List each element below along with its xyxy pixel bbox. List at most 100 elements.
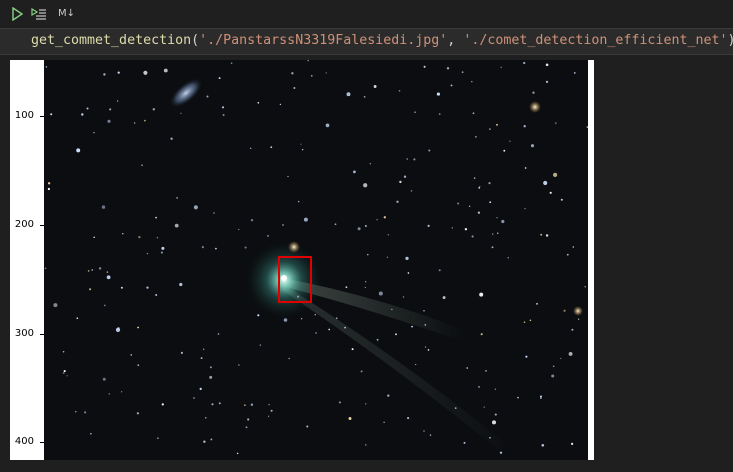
star: [551, 374, 555, 378]
star: [525, 355, 528, 358]
star: [161, 246, 165, 250]
run-below-button[interactable]: [31, 6, 47, 22]
star: [428, 149, 431, 152]
star: [523, 125, 526, 128]
cell-type-toggle[interactable]: M↓: [58, 8, 76, 19]
star: [50, 113, 53, 116]
star: [146, 252, 149, 255]
star: [107, 119, 111, 123]
star: [489, 201, 492, 204]
star: [473, 177, 476, 179]
star: [491, 246, 494, 249]
star: [491, 420, 497, 425]
code-cell-input[interactable]: get_commet_detection('./PanstarssN3319Fa…: [0, 28, 733, 55]
star: [570, 442, 574, 446]
star: [325, 72, 327, 74]
star: [213, 212, 215, 214]
star: [201, 246, 204, 249]
star: [244, 246, 247, 249]
star: [138, 235, 141, 239]
detection-image: [44, 60, 588, 460]
star: [53, 303, 58, 308]
star: [210, 438, 213, 441]
star: [152, 108, 155, 111]
star: [257, 314, 260, 317]
cell-toolbar: M↓: [0, 0, 733, 28]
star: [47, 187, 50, 191]
star: [328, 328, 331, 331]
y-tick-mark: [40, 225, 44, 226]
star: [413, 158, 416, 161]
y-tick-400: 400: [10, 436, 44, 454]
star: [351, 348, 354, 351]
star: [353, 170, 356, 174]
star: [211, 403, 214, 406]
star: [364, 225, 367, 227]
star: [348, 417, 352, 420]
star: [288, 357, 290, 360]
star: [108, 393, 111, 395]
star: [407, 272, 410, 274]
star: [402, 296, 405, 298]
star: [117, 71, 120, 74]
star: [144, 119, 146, 122]
star: [44, 267, 47, 270]
star: [245, 426, 248, 429]
star: [424, 346, 427, 348]
star: [203, 348, 205, 350]
star: [501, 219, 505, 224]
star: [335, 317, 338, 320]
star: [133, 122, 136, 124]
star: [584, 286, 586, 288]
star: [438, 113, 441, 115]
star: [141, 164, 143, 167]
star: [45, 66, 48, 68]
star: [174, 223, 179, 228]
run-cell-button[interactable]: [9, 6, 25, 22]
star: [479, 292, 484, 297]
star: [376, 338, 379, 341]
star: [155, 294, 158, 296]
star: [383, 216, 386, 219]
star: [369, 163, 371, 165]
star: [259, 344, 262, 346]
star: [218, 77, 221, 80]
star: [398, 89, 401, 92]
arg-separator: ,: [447, 33, 464, 48]
star: [496, 123, 498, 126]
y-tick-label: 400: [14, 436, 34, 447]
star: [468, 205, 471, 207]
star: [357, 227, 361, 231]
star: [577, 318, 580, 320]
star: [545, 234, 549, 237]
star: [230, 62, 233, 65]
detection-box: [278, 256, 312, 303]
star: [76, 148, 81, 153]
star: [109, 108, 112, 111]
star: [396, 200, 399, 203]
star: [552, 365, 555, 368]
y-tick-100: 100: [10, 110, 44, 128]
star: [471, 80, 473, 83]
star: [287, 175, 289, 178]
star: [496, 216, 498, 219]
star: [250, 403, 254, 406]
star: [293, 87, 296, 89]
star: [405, 256, 409, 261]
star: [217, 333, 220, 335]
star: [209, 366, 212, 369]
star: [363, 96, 366, 98]
y-tick-label: 200: [14, 219, 34, 230]
star: [300, 143, 302, 145]
star: [93, 236, 95, 239]
star: [146, 286, 149, 289]
star: [87, 270, 90, 272]
star: [270, 146, 273, 149]
star: [291, 72, 294, 75]
star: [63, 370, 66, 373]
star: [315, 332, 317, 334]
star: [407, 417, 410, 420]
star: [552, 172, 558, 178]
star: [93, 131, 95, 134]
star: [427, 224, 430, 228]
